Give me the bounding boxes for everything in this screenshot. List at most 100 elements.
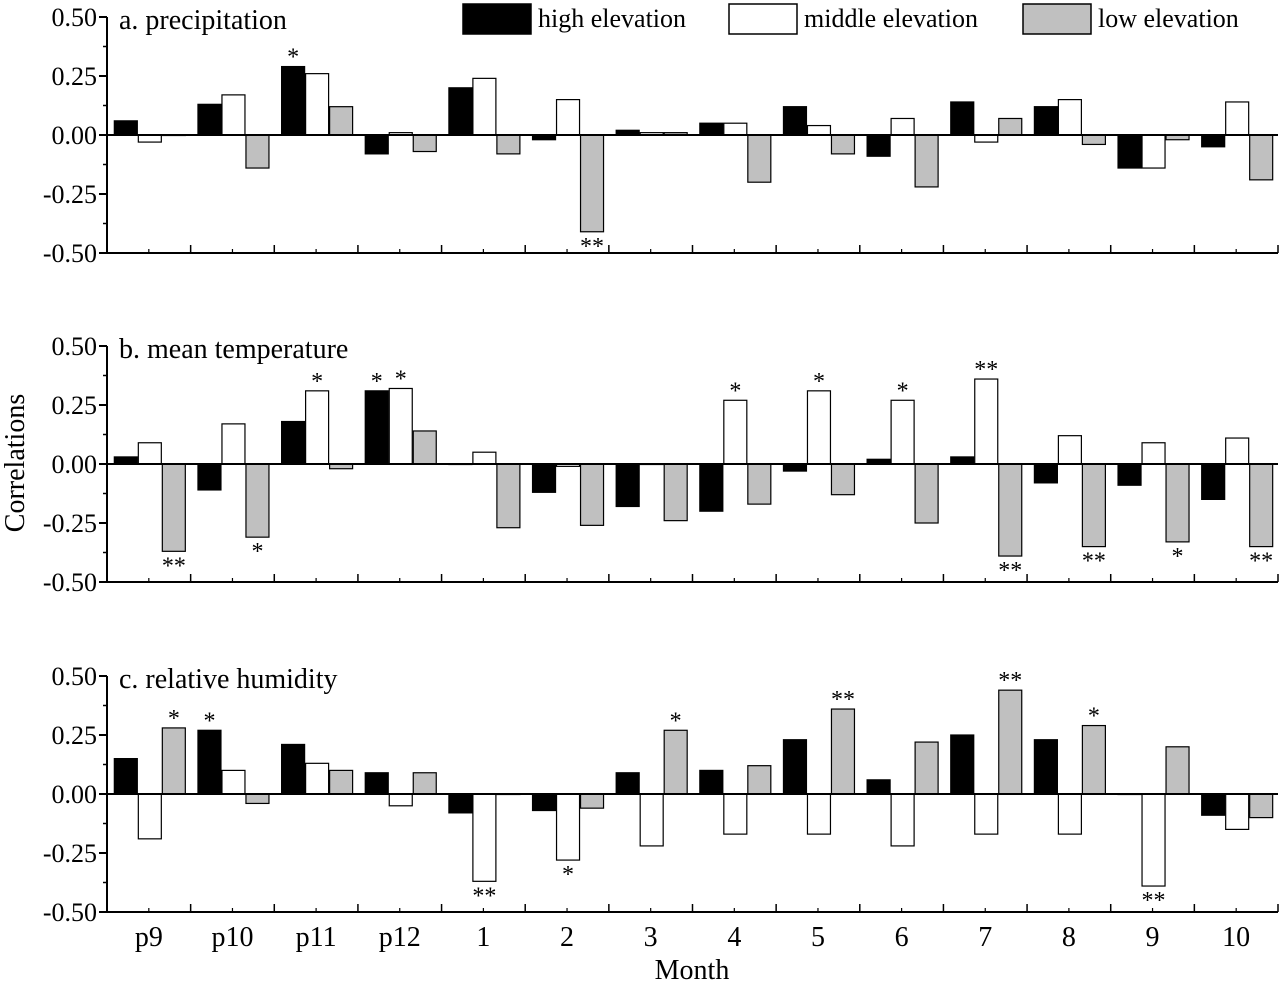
- bar-middle-10: [1225, 793, 1250, 831]
- bar-middle-p9: [137, 134, 162, 143]
- bar-middle-9: [1141, 793, 1166, 887]
- x-tick-label: p11: [296, 922, 337, 953]
- bar-low-p10: [245, 134, 270, 169]
- bar-low-9: [1165, 746, 1190, 795]
- bar-middle-p11: [305, 73, 330, 136]
- bar-low-p11: [329, 106, 354, 136]
- bar-high-5: [782, 463, 808, 472]
- bar-low-2: [579, 793, 605, 809]
- significance-low-9: *: [1172, 544, 1184, 570]
- significance-middle-p12: *: [395, 366, 407, 392]
- bar-low-5: [830, 463, 856, 496]
- bar-high-5: [782, 106, 808, 136]
- bar-middle-1: [472, 77, 497, 136]
- bar-low-4: [747, 463, 772, 505]
- bar-low-3: [663, 463, 688, 522]
- bar-high-8: [1033, 463, 1058, 484]
- significance-low-10: **: [1249, 549, 1273, 575]
- bar-low-8: [1081, 724, 1106, 795]
- bar-middle-p11: [305, 762, 330, 795]
- significance-low-5: **: [831, 687, 855, 713]
- bar-low-5: [830, 134, 856, 155]
- x-tick-label: p9: [135, 922, 163, 953]
- bar-high-1: [448, 793, 473, 814]
- bar-low-3: [663, 729, 688, 795]
- legend-swatch-high: [462, 3, 532, 35]
- bar-high-p12: [364, 390, 389, 465]
- bar-middle-10: [1225, 437, 1250, 465]
- bar-high-5: [782, 739, 808, 795]
- x-tick-label: 3: [644, 922, 658, 953]
- bar-low-p10: [245, 463, 270, 538]
- panel-title: a. precipitation: [119, 5, 287, 36]
- significance-low-p9: *: [168, 706, 180, 732]
- y-tick-label: -0.50: [43, 239, 97, 268]
- y-tick-label: -0.50: [43, 568, 97, 597]
- legend-label-middle: middle elevation: [804, 4, 978, 33]
- bar-low-4: [747, 765, 772, 795]
- bar-high-2: [531, 463, 557, 493]
- bar-low-6: [914, 741, 939, 795]
- panel-title: b. mean temperature: [119, 334, 348, 365]
- x-tick-label: 7: [978, 922, 992, 953]
- bar-low-p10: [245, 793, 270, 805]
- bar-middle-p11: [305, 390, 330, 465]
- panels-group: ***0.500.250.00-0.25-0.50a. precipitatio…: [43, 3, 1279, 953]
- panel-title: c. relative humidity: [119, 664, 338, 695]
- legend: high elevation middle elevation low elev…: [462, 3, 1239, 35]
- significance-middle-6: *: [897, 378, 909, 404]
- significance-middle-5: *: [813, 369, 825, 395]
- x-tick-label: p12: [379, 922, 421, 953]
- bar-high-p11: [281, 743, 306, 795]
- panel-0: ***0.500.250.00-0.25-0.50a. precipitatio…: [43, 3, 1279, 268]
- legend-swatch-low: [1022, 3, 1092, 35]
- bar-low-10: [1249, 134, 1274, 181]
- legend-label-low: low elevation: [1098, 4, 1239, 33]
- bar-high-p9: [113, 456, 138, 465]
- bar-high-2: [531, 793, 557, 812]
- y-tick-label: -0.25: [43, 509, 97, 538]
- x-tick-label: 8: [1062, 922, 1076, 953]
- bar-middle-4: [723, 122, 748, 136]
- legend-label-high: high elevation: [538, 4, 686, 33]
- y-tick-label: -0.25: [43, 180, 97, 209]
- bar-low-p11: [329, 769, 354, 795]
- bar-high-p9: [113, 757, 138, 795]
- significance-high-p12: *: [371, 369, 383, 395]
- bar-middle-10: [1225, 101, 1250, 136]
- bar-high-p12: [364, 134, 389, 155]
- x-tick-label: 10: [1222, 922, 1250, 953]
- significance-low-7: **: [998, 668, 1022, 694]
- bar-middle-8: [1057, 435, 1082, 465]
- bar-low-p9: [161, 463, 186, 552]
- bar-high-p10: [197, 463, 222, 491]
- bar-middle-p12: [388, 387, 413, 465]
- significance-middle-p11: *: [311, 369, 323, 395]
- bar-middle-7: [974, 134, 999, 143]
- bar-low-9: [1165, 463, 1190, 543]
- significance-middle-4: *: [729, 378, 741, 404]
- bar-high-4: [699, 122, 724, 136]
- bar-middle-4: [723, 399, 748, 465]
- bar-low-2: [579, 134, 605, 233]
- x-tick-label: 9: [1146, 922, 1160, 953]
- bar-middle-8: [1057, 98, 1082, 136]
- significance-high-p10: *: [203, 708, 215, 734]
- y-tick-label: 0.50: [52, 662, 98, 691]
- bar-high-10: [1201, 134, 1226, 148]
- x-tick-label: 6: [895, 922, 909, 953]
- y-tick-label: 0.00: [52, 450, 98, 479]
- bar-middle-7: [974, 378, 999, 465]
- y-tick-label: 0.50: [52, 3, 98, 32]
- bar-middle-p10: [221, 94, 246, 136]
- x-tick-label: 1: [476, 922, 490, 953]
- bar-middle-5: [806, 793, 832, 835]
- bar-middle-4: [723, 793, 748, 835]
- significance-high-p11: *: [287, 45, 299, 71]
- bar-high-10: [1201, 463, 1226, 501]
- significance-middle-2: *: [562, 862, 574, 888]
- bar-low-p9: [161, 727, 186, 795]
- bar-low-1: [496, 463, 521, 529]
- bar-high-p12: [364, 772, 389, 795]
